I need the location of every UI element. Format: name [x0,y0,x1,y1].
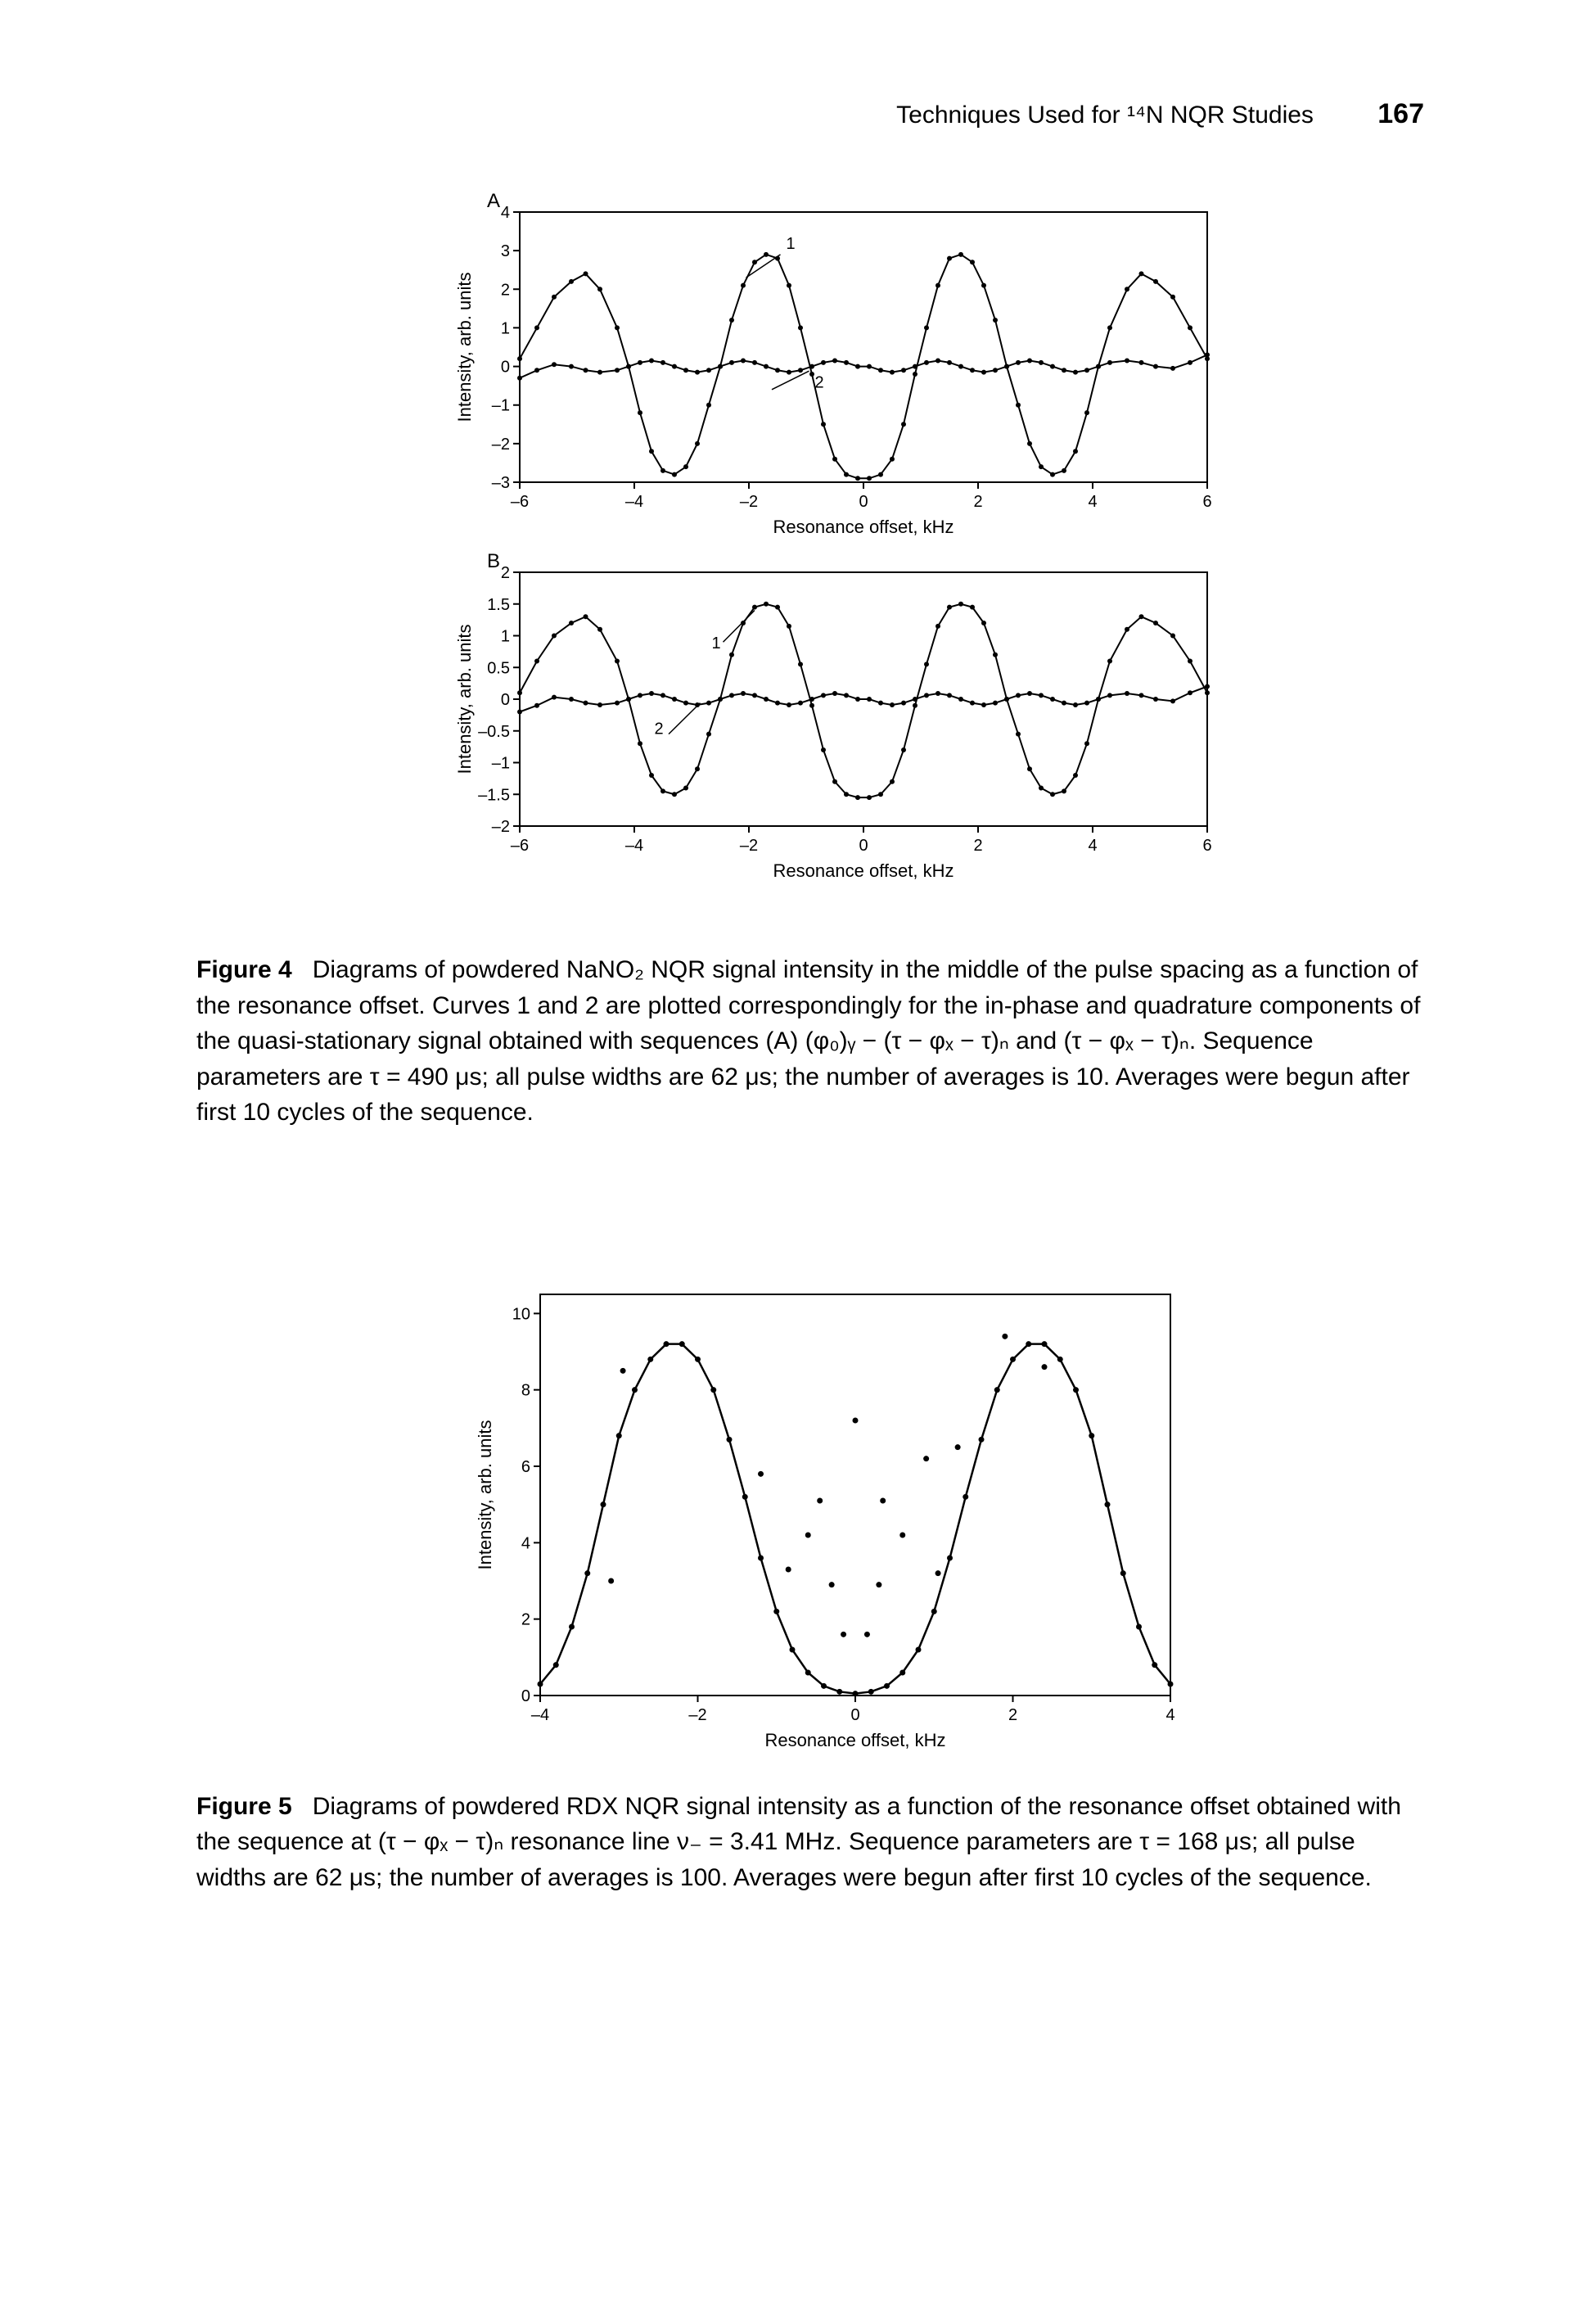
svg-text:2: 2 [655,720,664,738]
svg-text:10: 10 [512,1305,530,1323]
svg-text:1.5: 1.5 [487,596,510,614]
svg-text:4: 4 [1088,493,1097,511]
svg-text:0: 0 [859,837,868,855]
svg-text:–3: –3 [492,474,510,492]
svg-text:2: 2 [521,1610,530,1628]
svg-text:Resonance offset, kHz: Resonance offset, kHz [773,860,954,881]
svg-text:4: 4 [1088,837,1097,855]
svg-text:–2: –2 [492,818,510,836]
svg-text:6: 6 [1202,493,1211,511]
svg-text:–1: –1 [492,397,510,415]
figure-4-caption-text: Diagrams of powdered NaNO₂ NQR signal in… [196,956,1420,1126]
svg-text:–2: –2 [688,1706,706,1724]
svg-text:2: 2 [501,564,510,582]
svg-text:8: 8 [521,1381,530,1399]
page: Techniques Used for ¹⁴N NQR Studies 167 … [0,0,1596,2321]
svg-text:–2: –2 [740,837,758,855]
svg-text:Intensity, arb. units: Intensity, arb. units [454,624,475,774]
svg-text:0: 0 [859,493,868,511]
running-header: Techniques Used for ¹⁴N NQR Studies 167 [196,98,1424,130]
figure-5-svg: –4 –2 0 2 4 0 2 4 6 8 10 Resonance offset, kHz Inten… [401,1262,1220,1769]
figure-5-caption: Figure 5 Diagrams of powdered RDX NQR si… [196,1789,1424,1896]
svg-text:Resonance offset, kHz: Resonance offset, kHz [773,517,954,537]
svg-text:2: 2 [973,837,982,855]
svg-text:4: 4 [1165,1706,1174,1724]
svg-text:4: 4 [521,1534,530,1552]
figure-5: –4 –2 0 2 4 0 2 4 6 8 10 Resonance offset, kHz Inten… [196,1262,1424,1896]
svg-text:2: 2 [815,374,824,392]
svg-text:0: 0 [501,359,510,377]
svg-text:3: 3 [501,242,510,260]
svg-text:6: 6 [1202,837,1211,855]
svg-text:1: 1 [501,628,510,646]
svg-text:Intensity, arb. units: Intensity, arb. units [454,272,475,422]
svg-text:1: 1 [787,235,796,253]
page-number: 167 [1377,98,1424,129]
svg-text:A: A [487,190,500,212]
svg-text:–6: –6 [511,493,529,511]
svg-text:2: 2 [501,281,510,299]
svg-text:–4: –4 [625,493,643,511]
svg-text:1: 1 [712,634,721,652]
svg-text:2: 2 [1008,1706,1017,1724]
svg-text:0: 0 [501,691,510,709]
figure-4-caption: Figure 4 Diagrams of powdered NaNO₂ NQR … [196,952,1424,1131]
svg-text:Resonance offset, kHz: Resonance offset, kHz [765,1730,946,1750]
svg-text:B: B [487,550,500,572]
svg-text:0: 0 [850,1706,859,1724]
figure-5-label: Figure 5 [196,1793,292,1820]
figure-4-label: Figure 4 [196,956,292,983]
svg-text:–6: –6 [511,837,529,855]
svg-text:6: 6 [521,1458,530,1476]
figure-4-svg: A –6 –4 –2 0 2 4 6 –3 –2 –1 0 1 2 3 4 Resonance offset, … [381,179,1240,932]
svg-text:–1.5: –1.5 [478,786,510,804]
running-title: Techniques Used for ¹⁴N NQR Studies [896,102,1314,129]
svg-text:4: 4 [501,204,510,222]
figure-4: A –6 –4 –2 0 2 4 6 –3 –2 –1 0 1 2 3 4 Resonance offset, … [196,179,1424,1131]
figure-5-caption-text: Diagrams of powdered RDX NQR signal inte… [196,1793,1401,1891]
svg-text:2: 2 [973,493,982,511]
svg-text:1: 1 [501,319,510,337]
svg-text:0: 0 [521,1687,530,1705]
svg-text:0.5: 0.5 [487,659,510,677]
svg-text:–0.5: –0.5 [478,723,510,741]
svg-text:–4: –4 [531,1706,549,1724]
svg-text:–1: –1 [492,755,510,773]
svg-text:–4: –4 [625,837,643,855]
svg-text:–2: –2 [740,493,758,511]
svg-text:–2: –2 [492,436,510,454]
svg-text:Intensity, arb. units: Intensity, arb. units [475,1420,495,1569]
